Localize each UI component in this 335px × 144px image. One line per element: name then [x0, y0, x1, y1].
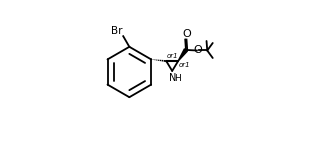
Text: H: H — [174, 74, 181, 83]
Text: O: O — [193, 46, 202, 55]
Text: Br: Br — [111, 26, 123, 36]
Text: N: N — [169, 73, 176, 83]
Polygon shape — [178, 49, 188, 61]
Text: or1: or1 — [167, 53, 179, 59]
Text: O: O — [182, 29, 191, 39]
Text: or1: or1 — [179, 62, 190, 68]
